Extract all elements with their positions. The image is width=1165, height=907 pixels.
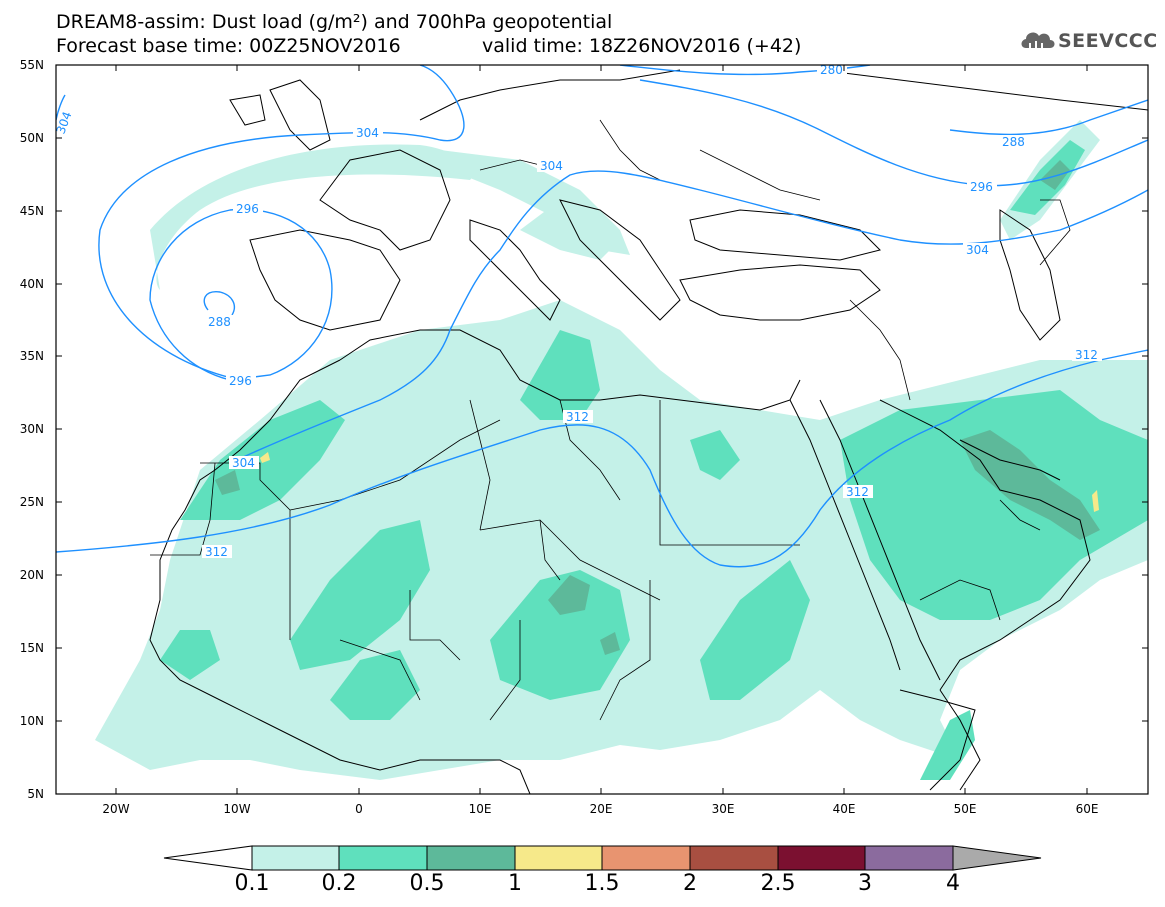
lat-label: 45N [19, 204, 44, 218]
colorbar-label: 4 [946, 871, 960, 896]
contour-label-312-red-sea: 312 [843, 485, 873, 499]
lon-label: 0 [355, 802, 363, 816]
contour-label-288-low: 288 [205, 315, 235, 329]
valid-time: valid time: 18Z26NOV2016 (+42) [482, 35, 802, 57]
lat-label: 50N [19, 131, 44, 145]
lon-label: 10W [223, 802, 251, 816]
dust-field-peak [260, 452, 1099, 512]
contour-label-text: 304 [540, 159, 563, 173]
colorbar-label: 3 [858, 871, 872, 896]
contour-label-text: 304 [356, 126, 379, 140]
contour-label-text: 312 [846, 485, 869, 499]
lon-label: 10E [468, 802, 492, 816]
contour-label-text: 304 [232, 456, 255, 470]
contour-label-text: 280 [820, 63, 843, 77]
colorbar-label: 2.5 [760, 871, 796, 896]
contour-label-text: 304 [966, 243, 989, 257]
contour-label-312-east: 312 [1072, 348, 1102, 362]
contour-label-304-alps: 304 [537, 159, 567, 173]
lon-ticks [115, 65, 1088, 794]
contour-label-text: 296 [229, 374, 252, 388]
contour-label-288-east: 288 [999, 135, 1029, 149]
contour-label-296-east: 296 [967, 180, 997, 194]
lon-label: 60E [1075, 802, 1099, 816]
colorbar-over-triangle [952, 845, 1042, 871]
cloud-logo-icon [1021, 32, 1055, 48]
colorbar-label: 0.1 [234, 871, 270, 896]
colorbar-swatch [689, 845, 779, 871]
lat-label: 25N [19, 495, 44, 509]
lat-label: 40N [19, 277, 44, 291]
colorbar-swatch [338, 845, 428, 871]
contour-label-296-atlantic: 296 [233, 202, 263, 216]
colorbar-label: 1.5 [584, 871, 620, 896]
lon-label: 30E [711, 802, 735, 816]
colorbar-swatch [864, 845, 954, 871]
colorbar-swatch [251, 845, 340, 871]
contour-label-text: 304 [54, 110, 75, 136]
colorbar-label: 1 [508, 871, 522, 896]
contour-label-296-morocco: 296 [226, 374, 256, 388]
contour-label-text: 312 [566, 410, 589, 424]
colorbar-label: 2 [683, 871, 697, 896]
contour-label-text: 296 [236, 202, 259, 216]
forecast-base-time: Forecast base time: 00Z25NOV2016 [56, 35, 401, 57]
colorbar-label: 0.5 [409, 871, 445, 896]
lat-ticks [56, 64, 1148, 722]
chart-title: DREAM8-assim: Dust load (g/m²) and 700hP… [56, 11, 613, 33]
lat-label: 10N [19, 714, 44, 728]
lat-label: 20N [19, 568, 44, 582]
colorbar-swatch [426, 845, 516, 871]
lon-label: 50E [953, 802, 977, 816]
colorbar-swatch [601, 845, 691, 871]
contour-label-text: 312 [1075, 348, 1098, 362]
logo-text: SEEVCCC [1058, 30, 1158, 52]
contour-label-304-africa: 304 [229, 456, 259, 470]
colorbar-swatch [514, 845, 603, 871]
lat-label: 30N [19, 422, 44, 436]
contour-label-text: 312 [205, 545, 228, 559]
colorbar-under-triangle [163, 845, 253, 871]
contour-label-text: 296 [970, 180, 993, 194]
contour-label-text: 288 [208, 315, 231, 329]
colorbar-swatch [777, 845, 866, 871]
contour-label-280: 280 [817, 63, 847, 77]
lon-label: 20E [589, 802, 613, 816]
lat-label: 5N [27, 787, 44, 801]
contour-label-304-caspian: 304 [963, 243, 993, 257]
colorbar [163, 845, 1042, 871]
contour-label-text: 288 [1002, 135, 1025, 149]
lon-label: 20W [102, 802, 130, 816]
lat-label: 55N [19, 58, 44, 72]
contour-label-304-atlantic: 304 [353, 126, 383, 140]
contour-label-312-central: 312 [563, 410, 593, 424]
lat-label: 15N [19, 641, 44, 655]
geopotential-contours [56, 65, 1148, 568]
lat-label: 35N [19, 349, 44, 363]
contour-label-312-west: 312 [202, 545, 232, 559]
colorbar-label: 0.2 [321, 871, 357, 896]
lon-label: 40E [832, 802, 856, 816]
